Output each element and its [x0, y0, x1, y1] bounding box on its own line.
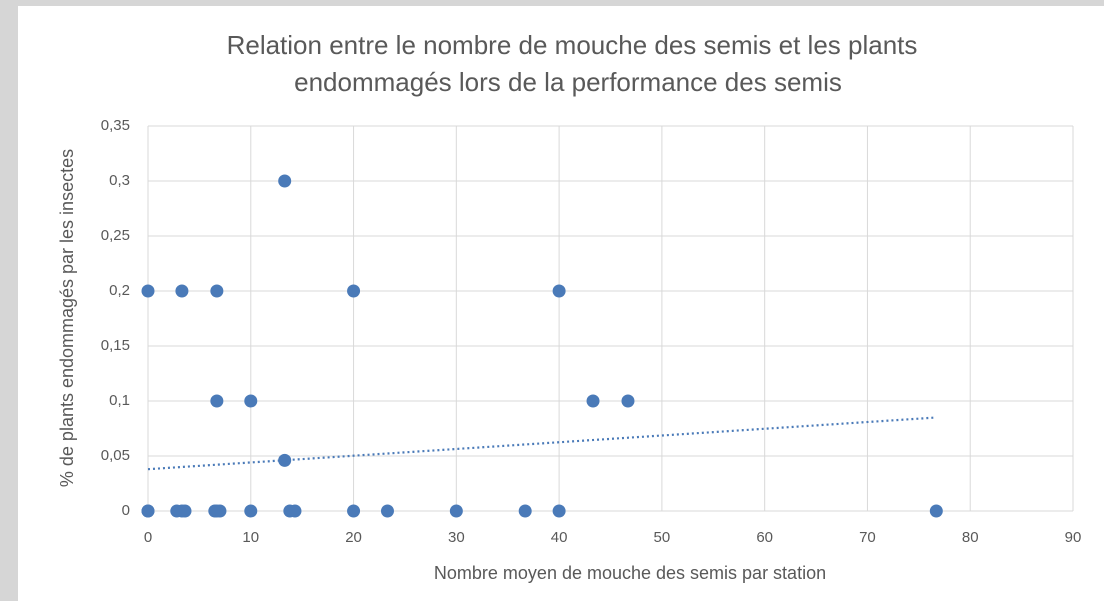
y-tick-label: 0,25 — [101, 227, 130, 244]
chart-title: endommagés lors de la performance des se… — [294, 67, 842, 97]
x-tick-label: 80 — [962, 529, 979, 546]
data-point — [347, 284, 361, 298]
data-point — [621, 394, 635, 408]
chart-background — [18, 6, 1104, 601]
data-point — [178, 504, 192, 518]
data-point — [552, 504, 566, 518]
data-point — [380, 504, 394, 518]
data-point — [141, 284, 155, 298]
x-tick-label: 40 — [551, 529, 568, 546]
x-tick-label: 30 — [448, 529, 465, 546]
data-point — [244, 394, 258, 408]
data-point — [210, 284, 224, 298]
data-point — [213, 504, 227, 518]
data-point — [141, 504, 155, 518]
data-point — [449, 504, 463, 518]
data-point — [347, 504, 361, 518]
y-tick-label: 0,15 — [101, 337, 130, 354]
data-point — [552, 284, 566, 298]
data-point — [586, 394, 600, 408]
y-tick-label: 0,35 — [101, 117, 130, 134]
x-tick-label: 50 — [654, 529, 671, 546]
y-axis-title: % de plants endommagés par les insectes — [57, 149, 77, 487]
y-tick-label: 0 — [122, 502, 130, 519]
x-tick-label: 10 — [242, 529, 259, 546]
x-tick-label: 0 — [144, 529, 152, 546]
x-tick-label: 70 — [859, 529, 876, 546]
x-axis-title: Nombre moyen de mouche des semis par sta… — [434, 563, 826, 583]
data-point — [175, 284, 189, 298]
chart-title: Relation entre le nombre de mouche des s… — [227, 30, 918, 60]
y-tick-label: 0,05 — [101, 447, 130, 464]
data-point — [278, 453, 292, 467]
y-tick-label: 0,1 — [109, 392, 130, 409]
data-point — [929, 504, 943, 518]
data-point — [210, 394, 224, 408]
y-tick-label: 0,2 — [109, 282, 130, 299]
data-point — [244, 504, 258, 518]
x-tick-label: 90 — [1065, 529, 1082, 546]
data-point — [288, 504, 302, 518]
x-tick-label: 60 — [756, 529, 773, 546]
data-point — [518, 504, 532, 518]
x-tick-label: 20 — [345, 529, 362, 546]
data-point — [278, 174, 292, 188]
y-tick-label: 0,3 — [109, 172, 130, 189]
